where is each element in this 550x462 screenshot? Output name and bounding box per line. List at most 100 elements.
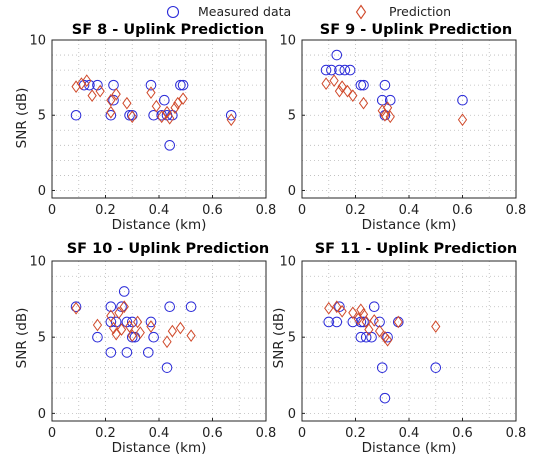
- measured-point: [124, 109, 135, 121]
- measured-point: [360, 331, 372, 343]
- legend-prediction-label: Prediction: [389, 4, 451, 19]
- y-tick-label: 0: [38, 184, 46, 199]
- chart-title: SF 11 - Uplink Prediction: [315, 241, 518, 257]
- x-tick-label: 0.8: [506, 426, 527, 441]
- prediction-point: [364, 323, 374, 336]
- prediction-point: [116, 323, 127, 336]
- prediction-point: [186, 329, 196, 343]
- prediction-point: [146, 320, 156, 333]
- measured-point: [92, 331, 103, 343]
- prediction-point: [122, 96, 132, 110]
- x-tick-label: 0: [298, 203, 306, 218]
- prediction-point: [92, 318, 103, 332]
- y-tick-label: 5: [288, 109, 296, 124]
- y-tick-label: 10: [29, 34, 46, 49]
- measured-point: [344, 64, 356, 76]
- measured-point: [347, 316, 359, 328]
- y-axis-label: SNR (dB): [271, 308, 287, 369]
- prediction-point: [332, 300, 342, 314]
- prediction-point: [162, 105, 172, 119]
- x-tick-label: 0.8: [506, 203, 527, 218]
- measured-point: [331, 49, 343, 61]
- prediction-point: [178, 92, 188, 106]
- prediction-point: [353, 312, 363, 326]
- legend-measured-marker: [166, 5, 180, 19]
- prediction-point: [334, 84, 345, 98]
- plot-area: 0 0.2 0.4 0.6 0.8 0 5 10: [279, 34, 526, 219]
- measured-point: [126, 316, 138, 328]
- prediction-point: [165, 111, 175, 125]
- prediction-point: [393, 315, 403, 329]
- prediction-point: [106, 309, 116, 323]
- x-tick-label: 0.6: [202, 203, 223, 218]
- prediction-point: [82, 74, 92, 87]
- measured-point: [368, 301, 380, 313]
- x-tick-label: 0.6: [202, 426, 223, 441]
- plot-area: 0 0.2 0.4 0.6 0.8 0 5 10: [29, 255, 276, 442]
- panel-sf8: SF 8 - Uplink Prediction SNR (dB) Distan…: [14, 22, 264, 233]
- measured-point: [366, 331, 377, 343]
- x-axis-label: Distance (km): [112, 217, 207, 233]
- y-tick-label: 5: [38, 109, 46, 124]
- measured-point: [358, 316, 369, 328]
- x-tick-label: 0: [48, 203, 56, 218]
- prediction-point: [106, 105, 116, 119]
- prediction-point: [170, 101, 180, 115]
- x-tick-label: 0.8: [256, 426, 277, 441]
- measured-point: [355, 79, 367, 91]
- prediction-point: [124, 320, 135, 333]
- prediction-point: [358, 96, 369, 110]
- measured-point: [185, 301, 197, 313]
- measured-point: [118, 286, 130, 297]
- prediction-point: [337, 304, 347, 318]
- measured-point: [374, 316, 385, 328]
- prediction-point: [369, 314, 379, 327]
- prediction-point: [114, 306, 124, 320]
- measured-point: [143, 347, 154, 358]
- chart-title: SF 8 - Uplink Prediction: [72, 22, 264, 38]
- x-tick-label: 0.8: [256, 203, 277, 218]
- x-tick-label: 0.2: [95, 203, 116, 218]
- plot-frame: [301, 39, 517, 199]
- measured-point: [376, 362, 388, 373]
- x-axis-label: Distance (km): [112, 440, 207, 456]
- prediction-point: [106, 93, 116, 107]
- measured-point: [331, 316, 343, 328]
- y-tick-label: 0: [288, 184, 296, 199]
- measured-point: [384, 94, 396, 106]
- x-tick-label: 0: [48, 426, 56, 441]
- measured-point: [159, 94, 170, 106]
- prediction-point: [127, 329, 137, 343]
- prediction-point: [382, 101, 393, 115]
- prediction-point: [173, 96, 183, 110]
- prediction-point: [337, 80, 347, 93]
- x-axis-label: Distance (km): [362, 217, 457, 233]
- measured-point: [323, 316, 335, 328]
- panel-sf9: SF 9 - Uplink Prediction Distance (km): [320, 22, 512, 233]
- y-axis-label: SNR (dB): [14, 308, 30, 369]
- measured-point: [121, 347, 133, 358]
- y-tick-label: 10: [29, 255, 46, 270]
- prediction-point: [321, 77, 331, 90]
- prediction-point: [146, 86, 156, 100]
- x-tick-label: 0.4: [399, 203, 420, 218]
- prediction-point: [167, 324, 177, 338]
- prediction-point: [119, 300, 129, 314]
- measured-point: [355, 331, 367, 343]
- measured-point: [320, 64, 332, 76]
- x-tick-label: 0.2: [345, 426, 366, 441]
- measured-point: [175, 79, 186, 91]
- prediction-point: [457, 113, 468, 127]
- y-axis-label: SNR (dB): [14, 88, 30, 149]
- prediction-point: [162, 335, 172, 349]
- measured-point: [457, 94, 468, 106]
- measured-point: [145, 316, 157, 328]
- measured-point: [334, 64, 345, 76]
- measured-point: [108, 79, 119, 91]
- measured-point: [105, 301, 117, 313]
- x-tick-label: 0.4: [149, 426, 170, 441]
- legend-prediction-marker: [355, 4, 367, 20]
- prediction-point: [342, 84, 353, 98]
- prediction-point: [348, 89, 358, 103]
- x-tick-label: 0.6: [452, 426, 473, 441]
